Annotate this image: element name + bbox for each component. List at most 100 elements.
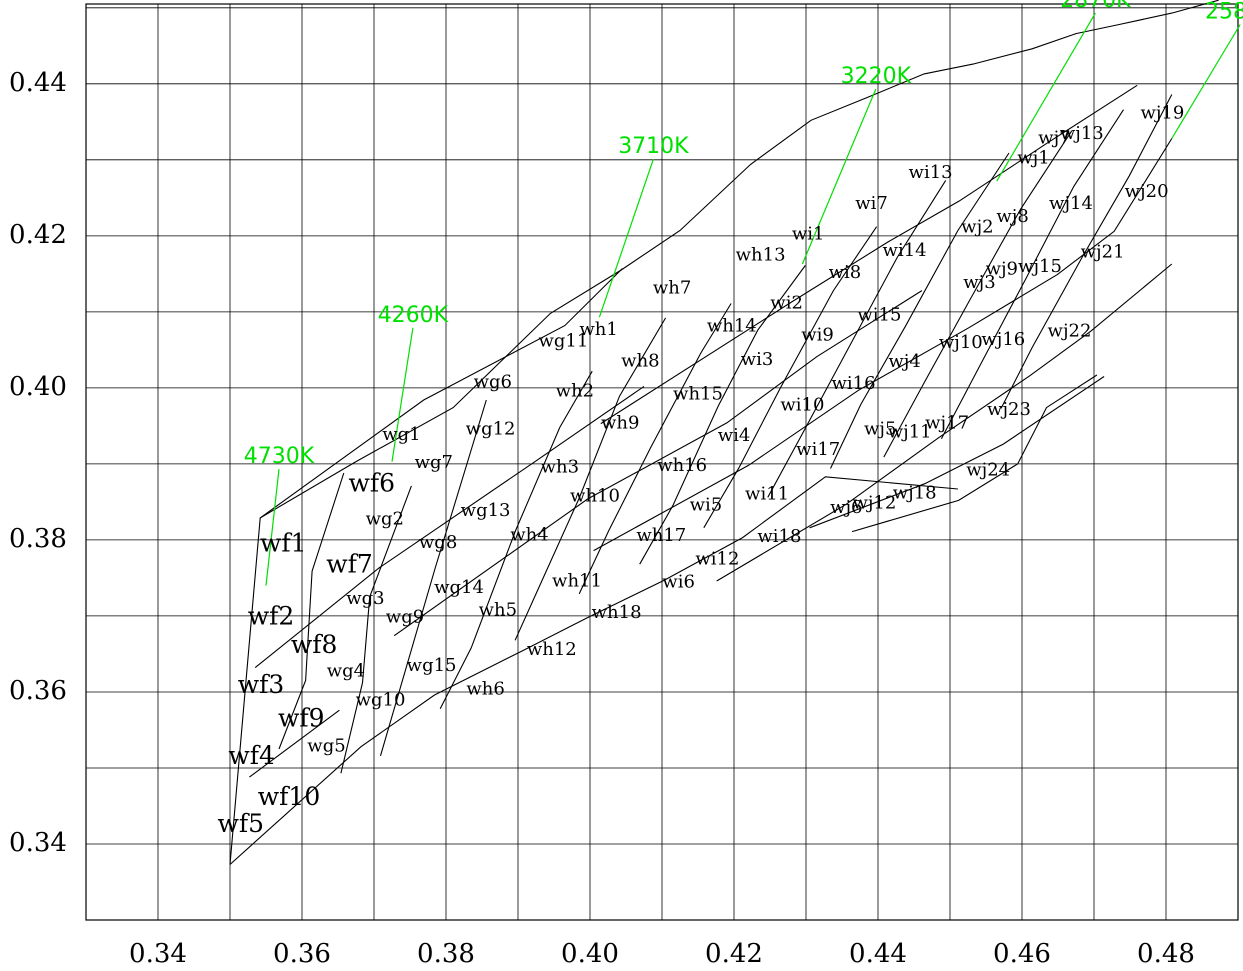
cell-label: wi3 (741, 349, 774, 370)
cell-boundary-line (514, 317, 667, 641)
cell-label: wg14 (434, 577, 484, 598)
cell-boundary-line (767, 180, 947, 498)
cell-boundary-line (940, 109, 1124, 440)
cell-label: wg4 (327, 660, 365, 681)
cell-label: wi13 (909, 162, 953, 183)
cell-label: wh4 (510, 524, 548, 545)
cell-label: wj8 (996, 206, 1028, 227)
cell-label: wg2 (366, 508, 404, 529)
y-tick-label: 0.36 (9, 676, 67, 706)
cct-line (391, 327, 414, 462)
cell-boundary-line (379, 399, 487, 756)
cell-label: wj4 (888, 351, 920, 372)
cell-boundary-line (809, 376, 1105, 529)
cell-label: wi11 (745, 483, 789, 504)
cell-label: wh5 (479, 600, 517, 621)
x-tick-label: 0.40 (561, 939, 619, 969)
y-tick-label: 0.34 (9, 828, 67, 858)
cell-label: wh14 (707, 315, 757, 336)
cell-label: wh11 (552, 571, 602, 592)
cell-label: wg13 (461, 500, 511, 521)
cell-label: wj7 (1038, 128, 1070, 149)
cell-label: wg1 (382, 424, 420, 445)
cell-label: wh17 (636, 525, 686, 546)
x-tick-label: 0.48 (1137, 939, 1195, 969)
cell-label: wj22 (1048, 321, 1092, 342)
cell-label: wi16 (831, 373, 875, 394)
cct-line (801, 88, 877, 265)
cell-label: wj1 (1017, 147, 1049, 168)
grid-lines (85, 3, 1239, 921)
cell-label: wi7 (855, 193, 888, 214)
cell-boundary-line (254, 385, 645, 669)
cct-label: 3710K (618, 134, 689, 159)
cell-boundary-line (1000, 94, 1173, 409)
cell-boundary-line (249, 709, 340, 778)
cell-label: wh9 (601, 413, 639, 434)
cell-label: wi5 (690, 495, 723, 516)
cell-boundary-line (278, 472, 345, 750)
cell-boundary-line (851, 374, 1098, 533)
cell-label: wh13 (736, 245, 786, 266)
cell-label: wf3 (238, 670, 285, 699)
cell-label: wh6 (466, 679, 504, 700)
axis-tick-labels: 0.34 0.36 0.38 0.40 0.42 0.44 0.46 0.48 0.34 0.36… (9, 68, 1195, 969)
cell-label: wj16 (981, 329, 1025, 350)
cct-label: 4730K (244, 444, 315, 469)
cell-label: wg15 (407, 655, 457, 676)
cell-label: wg9 (386, 607, 424, 628)
cell-boundary-line (716, 263, 1173, 582)
cell-label: wj17 (925, 413, 969, 434)
cell-label: wj24 (966, 460, 1010, 481)
cell-label: wg5 (307, 736, 345, 757)
cell-label: wj20 (1125, 181, 1169, 202)
cell-boundary-line (600, 84, 1138, 425)
cell-label: wh8 (621, 350, 659, 371)
cell-label: wf4 (228, 741, 275, 770)
cell-label: wg11 (538, 331, 588, 352)
cell-label: wj15 (1018, 256, 1062, 277)
cell-label: wi9 (801, 324, 834, 345)
cct-label: 2870K (1060, 0, 1131, 13)
cell-label: wj9 (986, 258, 1018, 279)
cell-label: wj6 (830, 497, 862, 518)
binning-cell-outlines (229, 0, 1219, 865)
cell-label: wg6 (474, 372, 512, 393)
cell-label: wf1 (260, 529, 307, 558)
cell-label: wf8 (291, 630, 338, 659)
cell-label: wj23 (987, 399, 1031, 420)
cell-label: wi17 (796, 439, 840, 460)
cell-boundary-line (639, 265, 806, 565)
cell-label: wi18 (757, 526, 801, 547)
cell-label: wi6 (662, 572, 695, 593)
y-tick-label: 0.44 (9, 68, 67, 98)
cell-label: wj10 (939, 332, 983, 353)
cell-label: wi10 (780, 394, 824, 415)
cct-lines: 4730K 4260K 3710K 3220K 2870K 2580K (244, 0, 1243, 586)
y-tick-label: 0.42 (9, 220, 67, 250)
cell-label: wj21 (1081, 242, 1125, 263)
cell-label: wi8 (829, 262, 862, 283)
cell-label: wi14 (883, 240, 927, 261)
binning-cell-labels: wf1 wf2 wf3 wf4 wf5 wf6 wf7 wf8 wf9 wf10 wg1 wg2 wg3… (218, 103, 1185, 839)
cell-label: wh16 (657, 455, 707, 476)
cell-label: wi2 (770, 293, 803, 314)
cell-label: wh12 (527, 639, 577, 660)
cct-line (598, 158, 654, 318)
x-tick-label: 0.36 (273, 939, 331, 969)
x-tick-label: 0.46 (993, 939, 1051, 969)
cell-label: wh7 (653, 277, 691, 298)
y-tick-label: 0.38 (9, 524, 67, 554)
cell-boundary-line (593, 138, 1173, 552)
cell-boundary-line (830, 152, 1010, 469)
cell-boundary-line (340, 485, 412, 774)
cell-label: wj14 (1049, 193, 1093, 214)
cell-label: wj12 (852, 492, 896, 513)
cct-line (265, 469, 280, 586)
cell-label: wf2 (248, 602, 295, 631)
cell-boundary-line (259, 268, 623, 519)
cell-label: wg8 (419, 532, 457, 553)
cell-label: wf10 (258, 782, 320, 811)
cell-label: wh10 (570, 486, 620, 507)
